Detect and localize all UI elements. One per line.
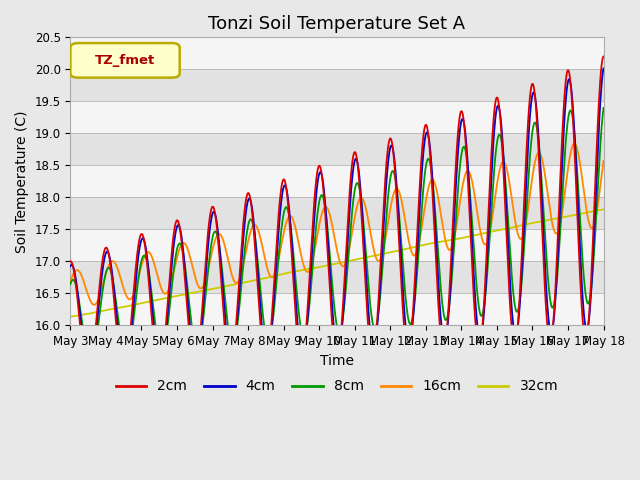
Bar	[70, 197, 604, 229]
Bar	[70, 101, 604, 133]
Bar	[70, 165, 604, 197]
Bar	[70, 133, 604, 165]
Bar	[70, 261, 604, 293]
Title: Tonzi Soil Temperature Set A: Tonzi Soil Temperature Set A	[209, 15, 465, 33]
Text: TZ_fmet: TZ_fmet	[95, 54, 156, 67]
Bar	[70, 229, 604, 261]
Legend: 2cm, 4cm, 8cm, 16cm, 32cm: 2cm, 4cm, 8cm, 16cm, 32cm	[110, 374, 564, 399]
FancyBboxPatch shape	[70, 43, 180, 78]
Bar	[70, 37, 604, 69]
Bar	[70, 69, 604, 101]
Bar	[70, 293, 604, 325]
Y-axis label: Soil Temperature (C): Soil Temperature (C)	[15, 110, 29, 252]
X-axis label: Time: Time	[320, 354, 354, 368]
